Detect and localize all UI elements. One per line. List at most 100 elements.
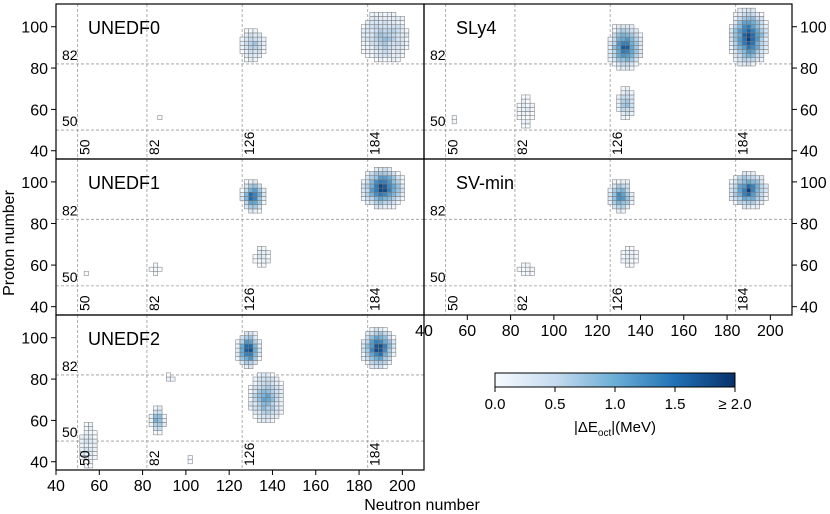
heat-cell bbox=[257, 380, 262, 386]
magic-neutron-label: 82 bbox=[146, 295, 162, 311]
heat-cell bbox=[607, 200, 613, 206]
heat-cell bbox=[378, 171, 384, 176]
heat-cell bbox=[274, 397, 280, 403]
heat-cell bbox=[620, 28, 626, 34]
heat-cell bbox=[625, 28, 630, 34]
heat-cell bbox=[746, 45, 752, 50]
heat-cell bbox=[616, 183, 622, 189]
heat-cell bbox=[257, 32, 262, 38]
heat-cell bbox=[737, 175, 743, 181]
x-tick-label: 140 bbox=[627, 323, 654, 340]
panel-title: UNEDF1 bbox=[88, 173, 160, 193]
heat-cell bbox=[521, 98, 526, 104]
heat-cell bbox=[746, 57, 752, 63]
heat-cell bbox=[382, 167, 388, 172]
heat-cell bbox=[369, 335, 375, 341]
heat-cell bbox=[529, 102, 535, 108]
heat-cell bbox=[629, 65, 635, 71]
heat-cell bbox=[386, 200, 392, 206]
heat-cell bbox=[737, 24, 743, 30]
heat-cell bbox=[235, 347, 241, 353]
heat-cell bbox=[616, 102, 622, 108]
heat-cell bbox=[399, 36, 405, 42]
heat-cell bbox=[239, 40, 245, 46]
y-tick-label: 40 bbox=[30, 144, 48, 161]
heat-cell bbox=[625, 32, 630, 38]
heat-cell bbox=[79, 442, 85, 448]
heat-cell bbox=[386, 49, 392, 54]
panel-unedf0: UNEDF0 50 82 126 184 50 82 40 60 80 100 bbox=[21, 3, 425, 161]
heat-cell bbox=[633, 45, 639, 50]
heat-cell bbox=[378, 192, 384, 197]
heat-cell bbox=[235, 339, 241, 345]
heat-cell bbox=[244, 335, 249, 341]
heat-cell bbox=[728, 183, 734, 189]
heat-cell bbox=[153, 422, 158, 427]
heat-cell bbox=[235, 351, 241, 357]
heat-cell bbox=[741, 7, 747, 13]
heat-cell bbox=[278, 401, 284, 407]
heat-cell bbox=[369, 192, 375, 197]
heat-cell bbox=[369, 171, 375, 176]
heat-cell bbox=[750, 32, 756, 38]
heat-cell bbox=[378, 347, 384, 353]
heat-cell bbox=[270, 372, 275, 378]
heat-cell bbox=[737, 61, 743, 67]
colorbar-label-suffix: |(MeV) bbox=[611, 419, 656, 436]
heat-cell bbox=[759, 183, 765, 189]
heat-cell bbox=[629, 196, 635, 201]
heat-cell bbox=[620, 86, 626, 92]
heat-cell bbox=[759, 200, 765, 206]
panel-unedf2: UNEDF2 50 82 126 184 50 82 40 60 80 100 40 60 80 100 12… bbox=[21, 314, 425, 495]
heat-cell bbox=[625, 90, 630, 96]
x-tick-label: 60 bbox=[90, 478, 108, 495]
heat-cell bbox=[157, 418, 163, 423]
magic-proton-label: 50 bbox=[62, 424, 78, 440]
panel-sly4: SLy4 50 82 126 184 50 82 40 60 80 100 bbox=[423, 3, 827, 161]
y-tick-label: 60 bbox=[800, 102, 818, 119]
heat-cell bbox=[607, 36, 613, 42]
heat-cell bbox=[612, 24, 617, 30]
heat-cell bbox=[369, 179, 375, 185]
heat-cell bbox=[746, 187, 752, 193]
heat-cell bbox=[733, 196, 739, 201]
heat-cell bbox=[746, 61, 752, 67]
heat-cell bbox=[391, 351, 397, 357]
heat-cell bbox=[244, 339, 249, 345]
heat-cell bbox=[373, 49, 379, 54]
heat-cell bbox=[378, 204, 384, 210]
heat-cell bbox=[252, 200, 258, 206]
heat-cell bbox=[252, 343, 258, 349]
heat-cell bbox=[187, 455, 193, 460]
x-tick-label: 100 bbox=[173, 478, 200, 495]
heat-cell bbox=[373, 331, 379, 336]
heat-cell bbox=[265, 380, 271, 386]
heat-cell bbox=[616, 32, 622, 38]
heat-cell bbox=[257, 409, 262, 415]
heat-cell bbox=[157, 405, 163, 411]
heat-cell bbox=[616, 24, 622, 30]
heat-cell bbox=[629, 94, 635, 100]
heat-cell bbox=[252, 409, 258, 415]
heat-cell bbox=[378, 179, 384, 185]
heat-cell bbox=[274, 405, 280, 411]
colorbar-ticks: 0.0 0.5 1.0 1.5 ≥ 2.0 bbox=[485, 387, 752, 413]
magic-neutron-label: 126 bbox=[241, 131, 257, 155]
heat-cell bbox=[382, 360, 388, 365]
heat-cell bbox=[257, 405, 262, 411]
heat-cell bbox=[746, 32, 752, 38]
heat-cell bbox=[391, 347, 397, 353]
heat-cell bbox=[148, 266, 154, 272]
heat-cell bbox=[265, 409, 271, 415]
heat-cell bbox=[616, 208, 622, 214]
magic-neutron-label: 50 bbox=[445, 139, 461, 155]
heat-cell bbox=[261, 254, 267, 260]
heat-cell bbox=[157, 409, 163, 415]
heat-cell bbox=[754, 183, 760, 189]
heat-cell bbox=[386, 331, 392, 336]
heat-cell bbox=[391, 175, 397, 181]
heat-cell bbox=[620, 196, 626, 201]
heat-cell bbox=[625, 53, 630, 58]
heat-cell bbox=[278, 405, 284, 411]
magic-proton-label: 50 bbox=[62, 269, 78, 285]
